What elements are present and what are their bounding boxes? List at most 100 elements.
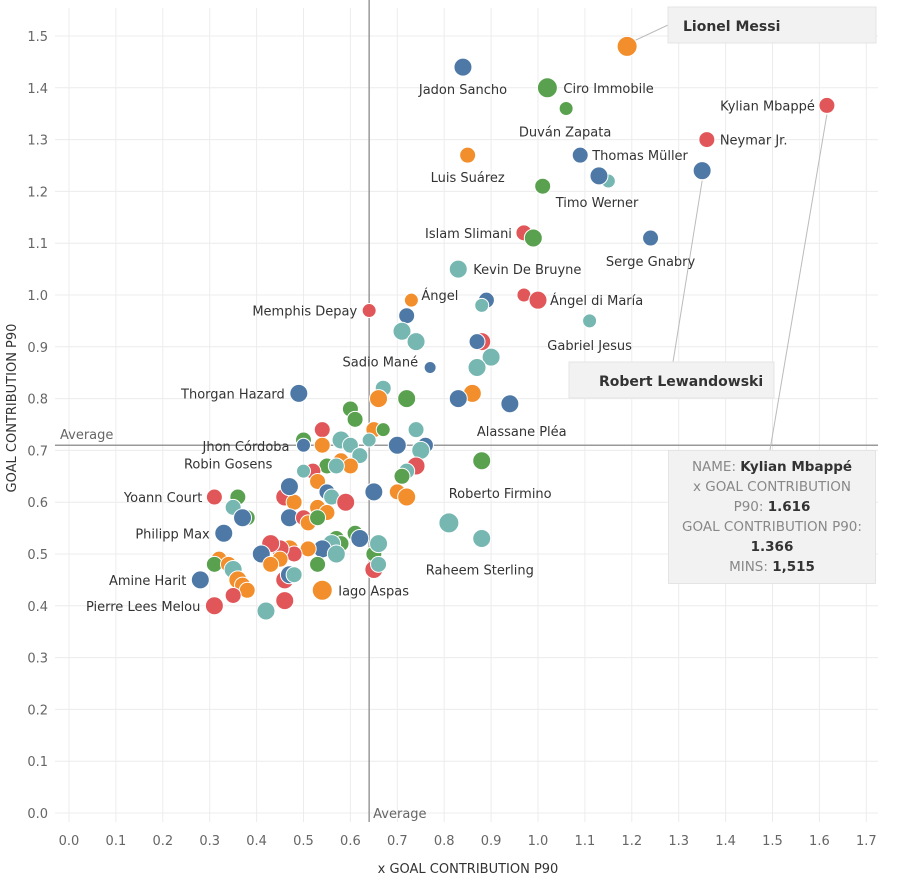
data-point[interactable] [453,57,473,77]
tooltip-xgc-value: 1.616 [767,499,811,515]
data-point[interactable] [256,601,276,621]
y-tick-label: 0.8 [27,393,48,408]
data-point[interactable] [392,321,412,341]
data-point[interactable] [289,383,309,403]
data-point[interactable] [370,555,388,573]
data-point[interactable] [285,493,303,511]
data-point[interactable] [233,508,253,528]
y-tick-label: 0.9 [27,341,48,356]
data-point[interactable] [474,297,490,313]
data-point[interactable] [369,389,389,409]
data-point[interactable] [311,579,333,601]
data-point[interactable] [481,347,501,367]
data-point[interactable] [397,487,417,507]
data-point[interactable] [616,35,638,57]
data-point[interactable] [326,544,346,564]
data-point[interactable] [313,421,331,439]
data-point[interactable] [403,292,419,308]
tooltip-gc-row: 1.366 [669,537,875,557]
data-point[interactable] [500,394,520,414]
point-label: Timo Werner [555,196,639,211]
point-label: Amine Harit [109,574,186,589]
data-point[interactable] [459,146,477,164]
x-tick-label: 1.7 [856,834,877,849]
data-point[interactable] [285,566,303,584]
data-point[interactable] [309,509,327,527]
point-label: Robin Gosens [184,458,273,473]
x-axis-title: x GOAL CONTRIBUTION P90 [378,862,559,877]
x-tick-label: 0.4 [246,834,267,849]
x-tick-label: 0.3 [199,834,220,849]
x-tick-label: 1.0 [528,834,549,849]
data-point[interactable] [818,96,836,114]
data-point[interactable] [438,512,460,534]
data-point[interactable] [361,303,377,319]
tooltip-gc-value: 1.366 [750,539,794,555]
data-point[interactable] [582,313,598,329]
data-point[interactable] [364,482,384,502]
data-point[interactable] [375,422,391,438]
y-tick-label: 1.3 [27,134,48,149]
data-point[interactable] [224,586,242,604]
callout-leader-lines [634,24,828,451]
data-point[interactable] [558,101,574,117]
data-point[interactable] [393,467,411,485]
data-point[interactable] [589,166,609,186]
data-point[interactable] [361,432,377,448]
tooltip-name-row: NAME: Kylian Mbappé [691,459,853,475]
point-label: Iago Aspas [338,584,409,599]
data-point[interactable] [296,463,311,479]
data-point[interactable] [387,435,407,455]
point-label: Roberto Firmino [449,487,552,502]
point-label: Islam Slimani [425,227,512,242]
callouts: Lionel Messi Robert Lewandowski [568,6,877,399]
data-point[interactable] [190,570,210,590]
y-axis-title: GOAL CONTRIBUTION P90 [5,324,20,493]
data-point[interactable] [205,488,223,506]
data-point[interactable] [536,77,558,99]
data-point[interactable] [313,436,331,454]
data-point[interactable] [309,555,327,573]
data-point[interactable] [214,523,234,543]
x-tick-label: 1.4 [715,834,736,849]
x-tick-label: 0.7 [387,834,408,849]
data-point[interactable] [397,389,417,409]
data-point[interactable] [472,528,492,548]
x-tick-label: 1.1 [575,834,596,849]
data-point[interactable] [279,477,299,497]
y-tick-label: 0.2 [27,703,48,718]
data-point[interactable] [448,259,468,279]
data-point[interactable] [406,332,426,352]
data-point[interactable] [472,451,492,471]
point-label: Thorgan Hazard [180,387,285,402]
data-point[interactable] [698,131,716,149]
messi-leader-line [634,24,669,41]
data-point[interactable] [692,161,712,181]
data-point[interactable] [350,528,370,548]
data-point[interactable] [369,534,389,554]
data-point[interactable] [275,591,295,611]
data-point[interactable] [407,421,425,439]
data-point[interactable] [534,177,552,195]
data-point[interactable] [327,457,345,475]
y-tick-label: 1.4 [27,82,48,97]
tooltip-mins-value: 1,515 [772,559,815,575]
lewandowski-leader-line [672,180,703,363]
data-point[interactable] [467,358,487,378]
data-point[interactable] [523,228,543,248]
data-point[interactable] [262,555,280,573]
data-point[interactable] [336,492,356,512]
data-point[interactable] [448,389,468,409]
data-point[interactable] [571,146,589,164]
data-point[interactable] [204,596,224,616]
data-point[interactable] [346,410,364,428]
data-point[interactable] [528,290,548,310]
point-label: Yoann Court [123,491,202,506]
data-point[interactable] [423,361,437,375]
data-point[interactable] [642,229,660,247]
point-label: Neymar Jr. [720,134,788,149]
data-point[interactable] [296,437,311,453]
data-point[interactable] [398,307,416,325]
point-label: Kylian Mbappé [720,99,815,114]
data-point[interactable] [468,333,486,351]
